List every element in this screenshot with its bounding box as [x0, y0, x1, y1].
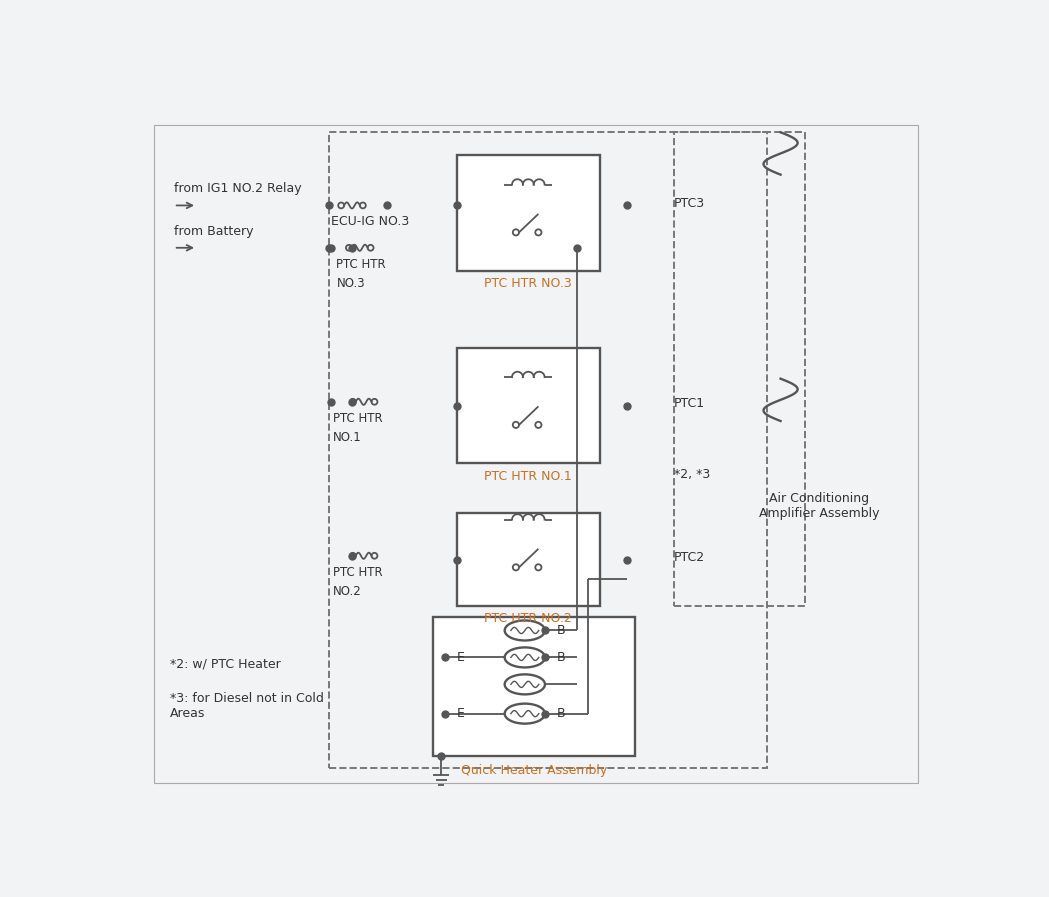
Text: PTC HTR NO.2: PTC HTR NO.2 [485, 612, 572, 625]
Bar [456, 155, 600, 271]
Text: *3: for Diesel not in Cold
Areas: *3: for Diesel not in Cold Areas [170, 692, 324, 720]
Text: PTC2: PTC2 [673, 551, 705, 564]
Ellipse shape [505, 648, 545, 667]
Text: Quick Heater Assembly: Quick Heater Assembly [461, 763, 607, 777]
Text: from Battery: from Battery [174, 225, 253, 238]
Text: B: B [557, 707, 565, 720]
Text: PTC3: PTC3 [673, 196, 705, 210]
Text: NO.3: NO.3 [337, 277, 365, 290]
Text: E: E [456, 651, 465, 664]
Text: NO.2: NO.2 [333, 585, 361, 598]
Bar [456, 513, 600, 605]
Text: *2, *3: *2, *3 [673, 468, 710, 482]
Text: Air Conditioning
Amplifier Assembly: Air Conditioning Amplifier Assembly [759, 492, 879, 519]
Text: NO.1: NO.1 [333, 431, 361, 444]
Text: E: E [456, 707, 465, 720]
Text: ECU-IG NO.3: ECU-IG NO.3 [331, 215, 409, 229]
Text: from IG1 NO.2 Relay: from IG1 NO.2 Relay [174, 182, 301, 196]
Text: PTC HTR NO.3: PTC HTR NO.3 [485, 277, 572, 290]
Text: B: B [557, 624, 565, 637]
Bar [433, 617, 635, 756]
Bar [673, 132, 806, 605]
Ellipse shape [505, 621, 545, 640]
Bar [328, 132, 767, 768]
Text: B: B [557, 651, 565, 664]
Text: PTC HTR: PTC HTR [333, 412, 382, 425]
Text: *2: w/ PTC Heater: *2: w/ PTC Heater [170, 658, 281, 670]
Text: PTC1: PTC1 [673, 396, 705, 410]
Text: PTC HTR NO.1: PTC HTR NO.1 [485, 469, 572, 483]
Text: PTC HTR: PTC HTR [333, 566, 382, 579]
Ellipse shape [505, 703, 545, 724]
Text: PTC HTR: PTC HTR [337, 257, 386, 271]
Ellipse shape [505, 675, 545, 694]
Bar [456, 348, 600, 464]
